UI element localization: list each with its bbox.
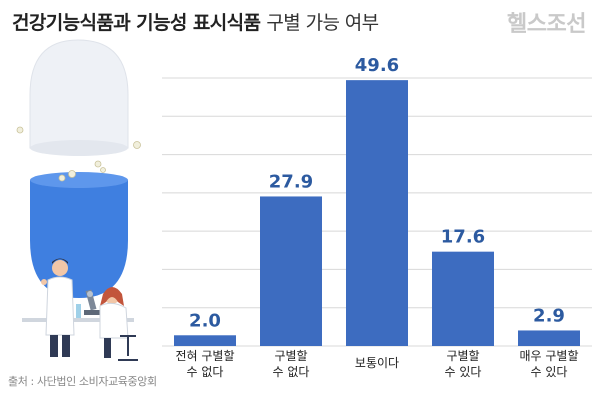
category-label-1-0: 구별할 xyxy=(274,349,307,363)
chair-icon xyxy=(118,335,138,361)
category-label-2-0: 보통이다 xyxy=(355,356,399,370)
value-label-1: 27.9 xyxy=(269,171,313,192)
scientist-man-icon xyxy=(41,258,75,357)
chart-title-bold: 건강기능식품과 기능성 표시식품 xyxy=(12,12,261,34)
bars xyxy=(174,80,580,347)
bar-4 xyxy=(518,330,580,346)
value-label-3: 17.6 xyxy=(441,227,485,248)
value-label-0: 2.0 xyxy=(189,310,221,331)
value-labels: 2.0 27.9 49.6 17.6 2.9 xyxy=(189,55,565,331)
category-label-0-0: 전혀 구별할 xyxy=(175,349,234,363)
bar-2 xyxy=(346,80,408,347)
chart-title: 건강기능식품과 기능성 표시식품 구별 가능 여부 xyxy=(12,8,379,35)
scientist-woman-icon xyxy=(99,287,129,358)
value-label-4: 2.9 xyxy=(533,305,565,326)
category-label-3-0: 구별할 xyxy=(446,349,479,363)
microscope-icon xyxy=(84,289,102,315)
category-label-3-1: 수 있다 xyxy=(445,365,482,379)
granules-icon xyxy=(16,126,141,182)
bar-3 xyxy=(432,251,494,346)
capsule-top-icon xyxy=(29,39,129,149)
bar-0 xyxy=(174,335,236,346)
category-label-1-1: 수 없다 xyxy=(273,365,310,379)
source-note: 출처 : 사단법인 소비자교육중앙회 xyxy=(8,375,157,388)
category-label-4-1: 수 있다 xyxy=(531,365,568,379)
chart-title-light: 구별 가능 여부 xyxy=(266,12,379,34)
bar-1 xyxy=(260,196,322,346)
value-label-2: 49.6 xyxy=(355,55,399,76)
brand-logo: 헬스조선 xyxy=(507,12,586,37)
category-label-0-1: 수 없다 xyxy=(187,365,224,379)
category-label-4-0: 매우 구별할 xyxy=(519,349,578,363)
lab-table-icon xyxy=(22,318,134,322)
